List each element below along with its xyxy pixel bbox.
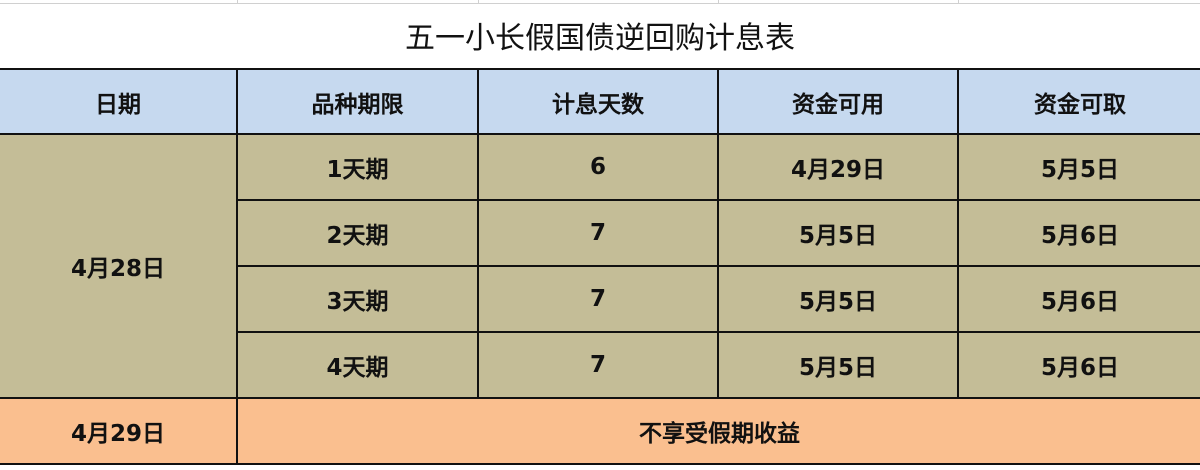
header-term: 品种期限 (236, 68, 479, 135)
withdrawable-cell: 5月6日 (957, 265, 1200, 333)
header-available: 资金可用 (717, 68, 959, 135)
term-cell: 4天期 (236, 331, 479, 399)
table-row: 4月28日 1天期 6 4月29日 5月5日 (0, 133, 1200, 399)
spreadsheet-gridline (0, 0, 1200, 4)
table-row: 3天期 7 5月5日 5月6日 (0, 265, 1200, 333)
term-cell: 2天期 (236, 199, 479, 267)
date-cell: 4月28日 (0, 133, 238, 399)
term-cell: 3天期 (236, 265, 479, 333)
term-cell: 1天期 (236, 133, 479, 201)
available-cell: 4月29日 (717, 133, 959, 201)
repo-interest-table: 日期 品种期限 计息天数 资金可用 资金可取 4月28日 1天期 6 4月29日… (0, 68, 1200, 465)
days-cell: 7 (477, 199, 719, 267)
withdrawable-cell: 5月6日 (957, 331, 1200, 399)
header-withdrawable: 资金可取 (957, 68, 1200, 135)
table-row-no-holiday-yield: 4月29日 不享受假期收益 (0, 397, 1200, 465)
withdrawable-cell: 5月5日 (957, 133, 1200, 201)
note-cell: 不享受假期收益 (236, 397, 1200, 465)
header-days: 计息天数 (477, 68, 719, 135)
date-cell: 4月29日 (0, 397, 238, 465)
days-cell: 6 (477, 133, 719, 201)
available-cell: 5月5日 (717, 199, 959, 267)
available-cell: 5月5日 (717, 331, 959, 399)
available-cell: 5月5日 (717, 265, 959, 333)
days-cell: 7 (477, 331, 719, 399)
table-row: 2天期 7 5月5日 5月6日 (0, 199, 1200, 267)
table-row: 4天期 7 5月5日 5月6日 (0, 331, 1200, 399)
days-cell: 7 (477, 265, 719, 333)
withdrawable-cell: 5月6日 (957, 199, 1200, 267)
header-date: 日期 (0, 68, 238, 135)
header-row: 日期 品种期限 计息天数 资金可用 资金可取 (0, 68, 1200, 135)
table-title: 五一小长假国债逆回购计息表 (405, 21, 795, 56)
